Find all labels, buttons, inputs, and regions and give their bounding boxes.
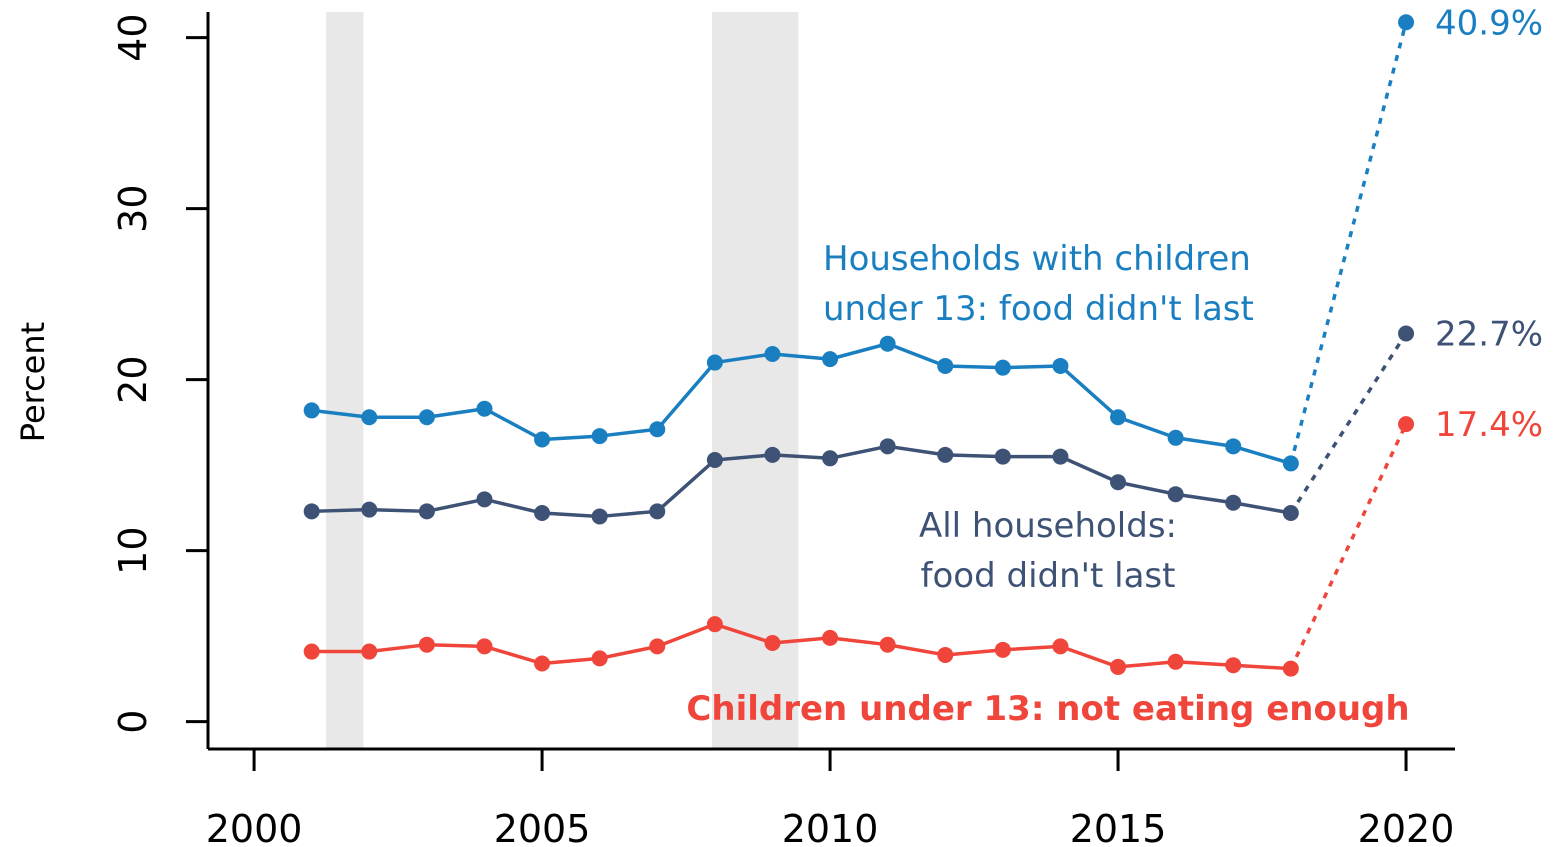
- data-point: [1052, 638, 1069, 655]
- end-point: [1398, 14, 1415, 31]
- x-tick-label: 2020: [1358, 807, 1455, 847]
- data-point: [822, 351, 839, 368]
- data-point: [303, 643, 320, 660]
- series-3: [303, 416, 1415, 677]
- data-point: [706, 616, 723, 633]
- projection-line: [1289, 332, 1408, 514]
- series-label: food didn't last: [921, 556, 1176, 596]
- y-tick-label: 10: [111, 526, 155, 574]
- y-tick-label: 40: [111, 13, 155, 61]
- data-point: [418, 503, 435, 520]
- data-point: [1167, 429, 1184, 446]
- data-point: [591, 508, 608, 525]
- data-point: [879, 636, 896, 653]
- data-point: [879, 335, 896, 352]
- data-point: [1052, 357, 1069, 374]
- series-line: [311, 444, 1292, 519]
- data-point: [534, 431, 551, 448]
- data-point: [764, 634, 781, 651]
- end-value-label: 17.4%: [1435, 405, 1543, 445]
- x-tick-label: 2010: [782, 807, 879, 847]
- data-point: [1225, 494, 1242, 511]
- series-label: All households:: [919, 506, 1177, 546]
- data-point: [1052, 448, 1069, 465]
- recession-shading-layer: [326, 12, 799, 748]
- data-point: [994, 448, 1011, 465]
- data-point: [706, 354, 723, 371]
- data-point: [822, 629, 839, 646]
- series-label: Children under 13: not eating enough: [686, 689, 1409, 729]
- series-label: under 13: food didn't last: [823, 289, 1254, 329]
- data-point: [476, 400, 493, 417]
- series-2: [303, 325, 1415, 525]
- data-point: [1167, 486, 1184, 503]
- data-point: [361, 643, 378, 660]
- data-point: [994, 359, 1011, 376]
- data-point: [649, 638, 666, 655]
- end-point: [1398, 325, 1415, 342]
- data-point: [361, 501, 378, 518]
- end-value-label: 22.7%: [1435, 314, 1543, 354]
- data-point: [591, 428, 608, 445]
- end-point: [1398, 416, 1415, 433]
- data-point: [418, 409, 435, 426]
- recession-band-1: [326, 12, 364, 748]
- series-label: Households with children: [823, 239, 1251, 279]
- data-point: [706, 452, 723, 469]
- data-point: [591, 650, 608, 667]
- data-point: [1110, 658, 1127, 675]
- data-point: [1282, 455, 1299, 472]
- data-point: [303, 402, 320, 419]
- data-point: [649, 421, 666, 438]
- data-point: [361, 409, 378, 426]
- data-point: [534, 505, 551, 522]
- data-point: [822, 450, 839, 467]
- data-point: [1225, 438, 1242, 455]
- y-tick-label: 30: [111, 184, 155, 232]
- labels-layer: 40.9% Households with children under 13: f…: [686, 3, 1543, 729]
- projection-line: [1289, 21, 1408, 464]
- data-point: [476, 638, 493, 655]
- recession-band-2: [711, 12, 799, 748]
- data-point: [418, 636, 435, 653]
- data-point: [303, 503, 320, 520]
- y-tick-label: 0: [111, 710, 155, 734]
- data-point: [534, 655, 551, 672]
- data-point: [1110, 409, 1127, 426]
- x-tick-label: 2015: [1070, 807, 1167, 847]
- data-point: [1110, 474, 1127, 491]
- x-tick-label: 2000: [206, 807, 303, 847]
- projection-line: [1289, 423, 1408, 670]
- series-1: [303, 14, 1415, 472]
- data-point: [937, 357, 954, 374]
- data-point: [1167, 653, 1184, 670]
- end-value-label: 40.9%: [1435, 3, 1543, 43]
- data-point: [1282, 505, 1299, 522]
- data-point: [1225, 657, 1242, 674]
- x-tick-label: 2005: [494, 807, 591, 847]
- data-point: [764, 345, 781, 362]
- series-line: [311, 622, 1291, 671]
- axes: 2000 2005 2010 2015 2020 0 10 20 30 40: [111, 12, 1455, 847]
- data-point: [649, 503, 666, 520]
- data-point: [764, 446, 781, 463]
- data-point: [937, 646, 954, 663]
- series-layer: [303, 14, 1415, 677]
- series-line: [311, 341, 1292, 466]
- data-point: [937, 446, 954, 463]
- data-point: [879, 438, 896, 455]
- data-point: [994, 641, 1011, 658]
- data-point: [1282, 660, 1299, 677]
- y-axis-title: Percent: [14, 322, 52, 442]
- data-point: [476, 491, 493, 508]
- y-tick-label: 20: [111, 355, 155, 403]
